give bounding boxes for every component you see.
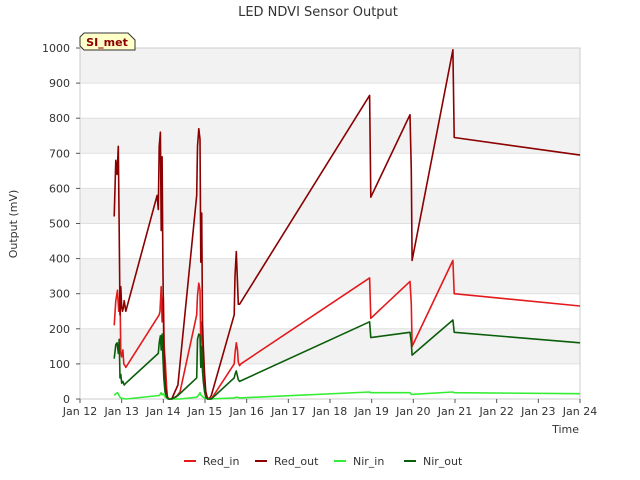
legend-label: Red_out: [274, 455, 319, 468]
y-tick-label: 600: [49, 182, 70, 195]
x-tick-label: Jan 23: [520, 405, 555, 418]
chart-title: LED NDVI Sensor Output: [238, 5, 398, 20]
legend: Red_in Red_out Nir_in Nir_out: [184, 455, 463, 468]
y-tick-label: 700: [49, 147, 70, 160]
y-tick-label: 100: [49, 358, 70, 371]
y-tick-label: 200: [49, 323, 70, 336]
plot-band: [80, 48, 580, 84]
legend-item: Nir_out: [404, 455, 463, 468]
x-tick-label: Jan 21: [437, 405, 472, 418]
y-tick-label: 900: [49, 77, 70, 90]
plot-band: [80, 328, 580, 364]
legend-label: Red_in: [203, 455, 239, 468]
y-tick-label: 800: [49, 112, 70, 125]
series-line-nir-out: [113, 319, 581, 400]
x-tick-label: Jan 16: [228, 405, 263, 418]
x-tick-label: Jan 22: [478, 405, 513, 418]
y-tick-label: 500: [49, 218, 70, 231]
y-axis-title: Output (mV): [7, 190, 20, 259]
y-tick-label: 300: [49, 288, 70, 301]
y-tick-label: 1000: [42, 42, 70, 55]
legend-label: Nir_out: [423, 455, 463, 468]
x-tick-label: Jan 14: [145, 405, 180, 418]
plot-band: [80, 258, 580, 294]
badge-shape: [79, 32, 136, 51]
x-tick-label: Jan 18: [312, 405, 347, 418]
series-line-nir-in: [113, 391, 581, 400]
x-axis: Jan 12 Jan 13 Jan 14 Jan 15 Jan 16 Jan 17 Jan …: [62, 399, 597, 418]
x-tick-label: Jan 15: [187, 405, 222, 418]
y-tick-label: 400: [49, 253, 70, 266]
site-badge: SI_met: [79, 32, 136, 51]
x-tick-label: Jan 24: [562, 405, 597, 418]
series-line-red-out: [113, 48, 581, 400]
x-tick-label: Jan 20: [395, 405, 430, 418]
y-tick-label: 0: [63, 393, 70, 406]
x-tick-label: Jan 19: [353, 405, 388, 418]
y-axis: 0 100 200 300 400 500 600 700 800 900 1000: [42, 42, 80, 406]
x-axis-title: Time: [551, 423, 579, 436]
badge-label: SI_met: [86, 36, 128, 49]
series-line-red-in: [113, 259, 581, 400]
plot-band: [80, 118, 580, 154]
x-tick-label: Jan 13: [103, 405, 138, 418]
legend-item: Red_out: [255, 455, 319, 468]
legend-item: Red_in: [184, 455, 239, 468]
series-lines: [113, 48, 581, 400]
x-tick-label: Jan 17: [270, 405, 305, 418]
plot-bands: [80, 48, 580, 364]
legend-label: Nir_in: [353, 455, 384, 468]
x-tick-label: Jan 12: [62, 405, 97, 418]
legend-item: Nir_in: [334, 455, 384, 468]
